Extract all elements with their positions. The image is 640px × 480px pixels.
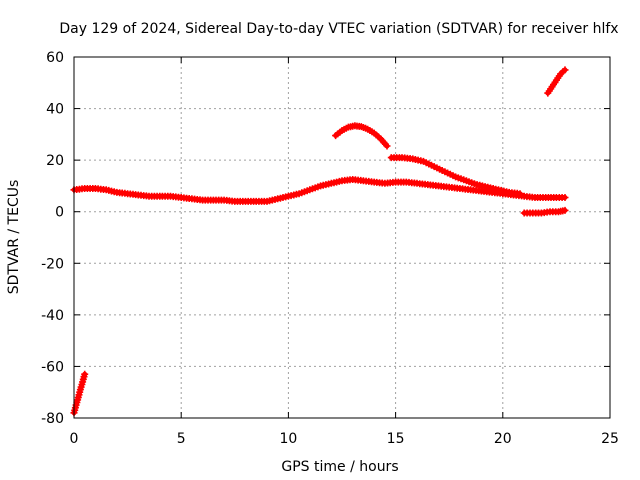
series-low-segment [520, 206, 569, 217]
series-main-trace [70, 176, 569, 205]
data-point [561, 206, 569, 214]
data-layer [70, 66, 569, 417]
data-point [561, 194, 569, 201]
series-start-segment [70, 370, 89, 417]
y-tick-label: 20 [46, 153, 64, 169]
data-point [383, 142, 391, 150]
x-tick-label: 10 [279, 431, 297, 447]
x-tick-label: 15 [387, 431, 405, 447]
x-tick-label: 25 [601, 431, 619, 447]
data-point [516, 190, 524, 198]
ticks: 0 5 10 15 20 25 -80 -60 -40 -20 0 20 40 60 [41, 50, 619, 447]
x-tick-label: 0 [70, 431, 79, 447]
y-tick-label: -60 [41, 359, 64, 375]
series-end-segment [544, 66, 569, 97]
y-tick-label: 60 [46, 50, 64, 66]
y-tick-label: -20 [41, 256, 64, 272]
y-tick-label: -40 [41, 308, 64, 324]
series-hump-segment [332, 122, 391, 150]
plot-frame [73, 56, 611, 419]
y-tick-label: 40 [46, 102, 64, 118]
data-point [81, 370, 89, 378]
series-descending-segment [387, 154, 524, 198]
y-tick-label: 0 [55, 205, 64, 221]
x-tick-label: 20 [494, 431, 512, 447]
y-axis-title: SDTVAR / TECUs [6, 180, 22, 295]
chart-title: Day 129 of 2024, Sidereal Day-to-day VTE… [59, 21, 618, 37]
y-tick-label: -80 [41, 411, 64, 427]
grid [74, 57, 610, 418]
data-point [561, 66, 569, 74]
x-axis-title: GPS time / hours [281, 459, 398, 475]
x-tick-label: 5 [177, 431, 186, 447]
